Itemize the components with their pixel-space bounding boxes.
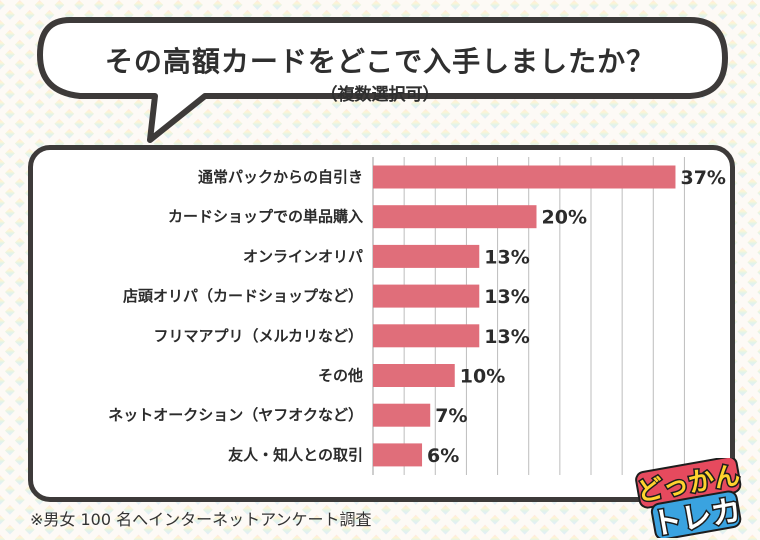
category-label: 店頭オリパ（カードショップなど） xyxy=(123,287,363,305)
value-label: 13% xyxy=(484,246,529,268)
bar xyxy=(373,165,676,189)
bar xyxy=(373,244,480,268)
footnote: ※男女 100 名へインターネットアンケート調査 xyxy=(30,510,372,529)
category-label: ネットオークション（ヤフオクなど） xyxy=(108,406,363,424)
category-label: その他 xyxy=(318,367,363,385)
bar xyxy=(373,403,431,427)
title-speech-bubble xyxy=(37,17,728,143)
chart-subtitle: （複数選択可） xyxy=(320,85,440,105)
chart-title: その高額カードをどこで入手しましたか？ xyxy=(104,45,656,78)
category-label: オンラインオリパ xyxy=(243,247,363,265)
category-label: カードショップでの単品購入 xyxy=(168,208,363,226)
value-label: 13% xyxy=(484,286,529,308)
bar xyxy=(373,364,455,387)
chart-panel xyxy=(28,145,735,502)
value-label: 7% xyxy=(435,405,467,427)
bar xyxy=(373,324,480,348)
value-label: 13% xyxy=(484,326,529,348)
value-label: 10% xyxy=(460,366,505,388)
category-label: フリマアプリ（メルカリなど） xyxy=(153,327,363,345)
category-label: 友人・知人との取引 xyxy=(228,446,363,464)
value-label: 6% xyxy=(427,445,459,467)
dokkan-toreka-logo: どっかん トレカ xyxy=(633,458,745,538)
bar xyxy=(373,205,537,229)
value-label: 20% xyxy=(542,207,587,229)
bars: 通常パックからの自引き 37% カードショップでの単品購入 20% オンラインオリパ 13… xyxy=(108,165,726,467)
bar xyxy=(373,443,423,467)
bar-chart: 通常パックからの自引き 37% カードショップでの単品購入 20% オンラインオリパ 13… xyxy=(108,157,726,475)
category-label: 通常パックからの自引き xyxy=(198,168,363,186)
grid-lines xyxy=(372,157,685,475)
value-label: 37% xyxy=(680,167,725,189)
bar xyxy=(373,284,480,308)
